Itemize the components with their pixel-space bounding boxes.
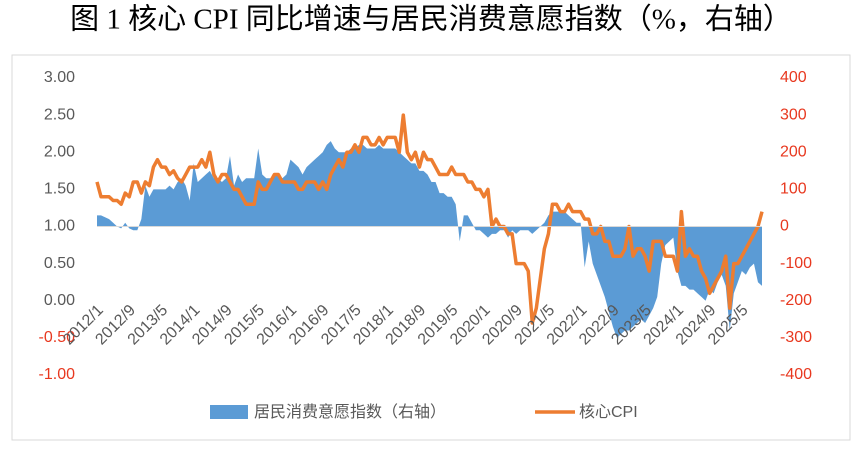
y2-tick-label: -300 bbox=[780, 329, 812, 346]
y-tick-label: 2.00 bbox=[44, 143, 75, 160]
y2-tick-label: -200 bbox=[780, 292, 812, 309]
y-tick-label: 3.00 bbox=[44, 69, 75, 86]
y-tick-label: -0.50 bbox=[39, 329, 76, 346]
chart-title: 图 1 核心 CPI 同比增速与居民消费意愿指数（%，右轴） bbox=[70, 3, 792, 36]
legend-swatch bbox=[210, 405, 248, 419]
legend-label: 核心CPI bbox=[579, 403, 638, 421]
y-tick-label: 1.50 bbox=[44, 181, 75, 198]
y2-tick-label: 300 bbox=[780, 106, 807, 123]
y-tick-label: 1.00 bbox=[44, 218, 75, 235]
chart-frame bbox=[11, 54, 851, 441]
y2-tick-label: -100 bbox=[780, 255, 812, 272]
y2-tick-label: 100 bbox=[780, 181, 807, 198]
y-tick-label: 0.50 bbox=[44, 255, 75, 272]
line bbox=[95, 113, 764, 325]
y2-tick-label: 400 bbox=[780, 69, 807, 86]
legend-label: 居民消费意愿指数（右轴） bbox=[254, 402, 446, 421]
y-tick-label: -1.00 bbox=[39, 366, 76, 383]
y2-tick-label: -400 bbox=[780, 366, 812, 383]
y-tick-label: 2.50 bbox=[44, 106, 75, 123]
y-tick-label: 0.00 bbox=[44, 292, 75, 309]
y2-tick-label: 200 bbox=[780, 143, 807, 160]
y2-tick-label: 0 bbox=[780, 218, 789, 235]
